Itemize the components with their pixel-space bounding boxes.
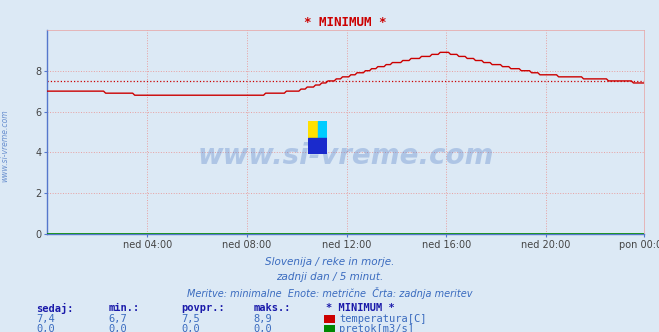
- Text: www.si-vreme.com: www.si-vreme.com: [1, 110, 10, 182]
- Text: 0,0: 0,0: [109, 324, 127, 332]
- Text: Meritve: minimalne  Enote: metrične  Črta: zadnja meritev: Meritve: minimalne Enote: metrične Črta:…: [186, 287, 473, 299]
- Text: www.si-vreme.com: www.si-vreme.com: [198, 142, 494, 170]
- Bar: [308, 138, 327, 154]
- Text: min.:: min.:: [109, 303, 140, 313]
- Text: 0,0: 0,0: [181, 324, 200, 332]
- Text: maks.:: maks.:: [254, 303, 291, 313]
- Text: zadnji dan / 5 minut.: zadnji dan / 5 minut.: [276, 272, 383, 282]
- Text: pretok[m3/s]: pretok[m3/s]: [339, 324, 415, 332]
- Text: * MINIMUM *: * MINIMUM *: [326, 303, 395, 313]
- Text: 0,0: 0,0: [36, 324, 55, 332]
- Text: 6,7: 6,7: [109, 314, 127, 324]
- Bar: [308, 121, 318, 138]
- Text: Slovenija / reke in morje.: Slovenija / reke in morje.: [265, 257, 394, 267]
- Bar: [318, 121, 327, 138]
- Text: povpr.:: povpr.:: [181, 303, 225, 313]
- Text: 8,9: 8,9: [254, 314, 272, 324]
- Text: sedaj:: sedaj:: [36, 302, 74, 314]
- Text: 0,0: 0,0: [254, 324, 272, 332]
- Text: 7,5: 7,5: [181, 314, 200, 324]
- Text: temperatura[C]: temperatura[C]: [339, 314, 427, 324]
- Title: * MINIMUM *: * MINIMUM *: [304, 16, 387, 29]
- Text: 7,4: 7,4: [36, 314, 55, 324]
